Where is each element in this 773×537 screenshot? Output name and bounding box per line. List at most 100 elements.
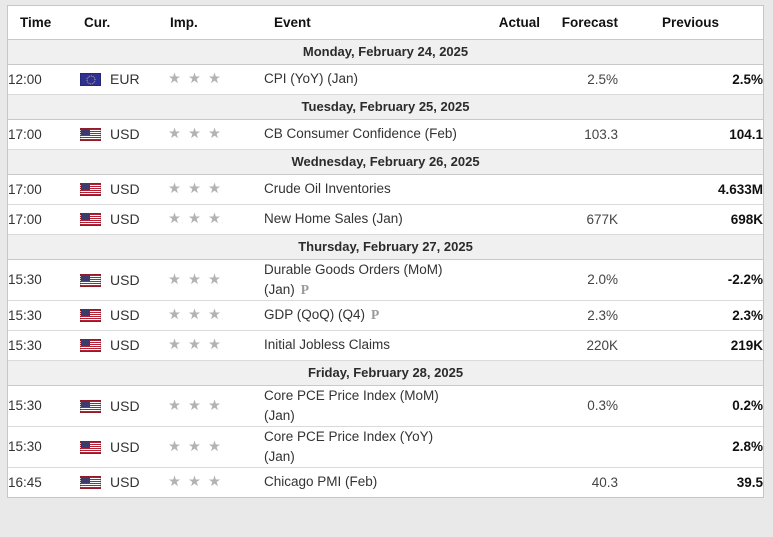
- column-header-forecast: Forecast: [540, 6, 618, 40]
- event-time: 15:30: [8, 300, 80, 331]
- calendar-body: Monday, February 24, 2025 12:00 EUR ★ ★ ★ CPI …: [8, 38, 763, 497]
- importance-star-icon: ★: [188, 474, 201, 491]
- event-name: CPI (YoY) (Jan): [264, 64, 460, 95]
- us-flag-icon: [80, 309, 101, 322]
- event-name-line: GDP (QoQ) (Q4) P: [264, 307, 380, 322]
- event-name-line: CB Consumer Confidence (Feb): [264, 126, 457, 141]
- event-actual: [460, 64, 540, 95]
- event-row[interactable]: 15:30 USD ★ ★ ★ Initial Jobless Claims 220K 219…: [8, 330, 763, 361]
- event-actual: [460, 467, 540, 497]
- importance-star-icon: ★: [188, 397, 201, 414]
- us-flag-icon: [80, 476, 101, 490]
- importance-star-icon: ★: [168, 307, 181, 323]
- importance-star-icon: ★: [188, 337, 201, 353]
- importance-star-icon: ★: [168, 181, 181, 197]
- event-row[interactable]: 12:00 EUR ★ ★ ★ CPI (YoY) (Jan) 2.5% 2.5%: [8, 64, 763, 95]
- event-row[interactable]: 15:30 USD ★ ★ ★ GDP (QoQ) (Q4) P 2.3% 2.3%: [8, 300, 763, 331]
- importance-star-icon: ★: [188, 71, 201, 87]
- event-name-line: Crude Oil Inventories: [264, 181, 391, 196]
- eu-flag-icon: [80, 73, 101, 86]
- currency-code: USD: [110, 307, 140, 323]
- us-flag-icon: [80, 183, 101, 196]
- economic-calendar-table: Time Cur. Imp. Event Actual Forecast Pre…: [8, 6, 763, 497]
- day-header-label: Thursday, February 27, 2025: [8, 233, 763, 260]
- currency-code: USD: [110, 211, 140, 227]
- importance-star-icon: ★: [208, 71, 221, 87]
- day-header-label: Tuesday, February 25, 2025: [8, 93, 763, 120]
- event-importance: ★ ★ ★: [168, 330, 264, 361]
- event-currency: USD: [80, 300, 168, 331]
- event-previous: 39.5: [736, 474, 763, 490]
- event-actual: [460, 385, 540, 427]
- event-row[interactable]: 17:00 USD ★ ★ ★ New Home Sales (Jan) 677K 698K: [8, 204, 763, 235]
- event-previous: 2.5%: [618, 64, 763, 95]
- event-currency: EUR: [80, 64, 168, 95]
- event-currency: USD: [80, 174, 168, 205]
- event-time: 15:30: [8, 385, 80, 427]
- column-header-importance: Imp.: [168, 6, 264, 40]
- event-importance: ★ ★ ★: [168, 259, 264, 301]
- event-previous: 4.633M: [618, 174, 763, 205]
- event-forecast: [540, 426, 618, 468]
- event-previous: 2.3%: [618, 300, 763, 331]
- event-importance: ★ ★ ★: [168, 467, 264, 497]
- importance-star-icon: ★: [208, 271, 221, 288]
- currency-code: USD: [110, 126, 140, 142]
- event-previous: -2.2%: [618, 259, 763, 301]
- importance-star-icon: ★: [208, 211, 221, 227]
- importance-star-icon: ★: [168, 474, 181, 491]
- event-previous: 2.8%: [618, 426, 763, 468]
- us-flag-icon: [80, 213, 101, 226]
- event-name: CB Consumer Confidence (Feb): [264, 119, 460, 150]
- importance-star-icon: ★: [188, 126, 201, 142]
- column-header-time: Time: [8, 6, 80, 40]
- event-currency: USD: [80, 204, 168, 235]
- event-row[interactable]: 15:30 USD ★ ★ ★ Core PCE Price Index (YoY) (Ja…: [8, 426, 763, 468]
- event-name: Core PCE Price Index (YoY) (Jan): [264, 426, 460, 468]
- event-time: 15:30: [8, 259, 80, 301]
- event-time: 17:00: [8, 174, 80, 205]
- event-name: Initial Jobless Claims: [264, 330, 460, 361]
- event-importance: ★ ★ ★: [168, 119, 264, 150]
- event-importance: ★ ★ ★: [168, 385, 264, 427]
- event-actual: [460, 426, 540, 468]
- event-row[interactable]: 17:00 USD ★ ★ ★ CB Consumer Confidence (Feb) 1…: [8, 119, 763, 150]
- day-header-row: Wednesday, February 26, 2025: [8, 148, 763, 175]
- importance-star-icon: ★: [188, 271, 201, 288]
- importance-star-icon: ★: [188, 181, 201, 197]
- day-header-row: Tuesday, February 25, 2025: [8, 93, 763, 120]
- event-row[interactable]: 15:30 USD ★ ★ ★ Core PCE Price Index (MoM) (Ja…: [8, 385, 763, 427]
- preliminary-icon: P: [371, 307, 380, 322]
- event-forecast: 0.3%: [540, 385, 618, 427]
- event-currency: USD: [80, 467, 168, 497]
- event-row[interactable]: 16:45 USD ★ ★ ★ Chicago PMI (Feb) 40.3 39.5: [8, 467, 763, 497]
- us-flag-icon: [80, 399, 101, 413]
- day-header-row: Thursday, February 27, 2025: [8, 233, 763, 260]
- event-importance: ★ ★ ★: [168, 64, 264, 95]
- event-previous: 219K: [618, 330, 763, 361]
- event-previous: 104.1: [618, 119, 763, 150]
- importance-star-icon: ★: [208, 438, 221, 455]
- importance-star-icon: ★: [208, 181, 221, 197]
- event-row[interactable]: 17:00 USD ★ ★ ★ Crude Oil Inventories 4.633M: [8, 174, 763, 205]
- importance-star-icon: ★: [168, 71, 181, 87]
- event-forecast: 220K: [540, 330, 618, 361]
- currency-code: USD: [110, 337, 140, 353]
- currency-code: EUR: [110, 71, 140, 87]
- event-name-line: Chicago PMI (Feb): [264, 474, 378, 490]
- column-header-currency: Cur.: [80, 6, 168, 40]
- event-row[interactable]: 15:30 USD ★ ★ ★ Durable Goods Orders (MoM) (Ja…: [8, 259, 763, 301]
- event-time: 15:30: [8, 426, 80, 468]
- day-header-row: Monday, February 24, 2025: [8, 38, 763, 65]
- event-name-line: Initial Jobless Claims: [264, 337, 391, 352]
- importance-star-icon: ★: [168, 211, 181, 227]
- event-name-line: (Jan) P: [264, 281, 310, 297]
- event-actual: [460, 259, 540, 301]
- event-name: Durable Goods Orders (MoM) (Jan) P: [264, 259, 460, 301]
- event-forecast: 40.3: [591, 474, 618, 490]
- event-currency: USD: [80, 330, 168, 361]
- event-currency: USD: [80, 385, 168, 427]
- us-flag-icon: [80, 128, 101, 141]
- event-time: 12:00: [8, 64, 80, 95]
- event-importance: ★ ★ ★: [168, 426, 264, 468]
